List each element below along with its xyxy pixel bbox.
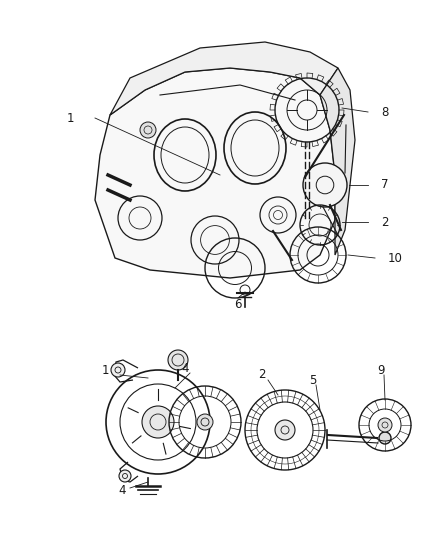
Text: 4: 4 (118, 483, 126, 497)
Text: 2: 2 (258, 368, 266, 382)
Polygon shape (320, 68, 355, 255)
Circle shape (303, 163, 347, 207)
Text: 8: 8 (381, 106, 389, 118)
Text: 2: 2 (381, 215, 389, 229)
Text: 1: 1 (66, 111, 74, 125)
Circle shape (197, 414, 213, 430)
Text: 1: 1 (101, 364, 109, 376)
Circle shape (378, 418, 392, 432)
Polygon shape (110, 42, 338, 115)
Circle shape (111, 363, 125, 377)
Text: 7: 7 (381, 179, 389, 191)
Text: 4: 4 (181, 361, 189, 375)
Circle shape (168, 350, 188, 370)
Text: 9: 9 (377, 364, 385, 376)
Text: 6: 6 (234, 298, 242, 311)
Circle shape (379, 432, 391, 444)
Polygon shape (95, 68, 335, 278)
Circle shape (142, 406, 174, 438)
Text: 5: 5 (309, 374, 317, 386)
Circle shape (275, 420, 295, 440)
Circle shape (119, 470, 131, 482)
Circle shape (140, 122, 156, 138)
Text: 10: 10 (388, 252, 403, 264)
